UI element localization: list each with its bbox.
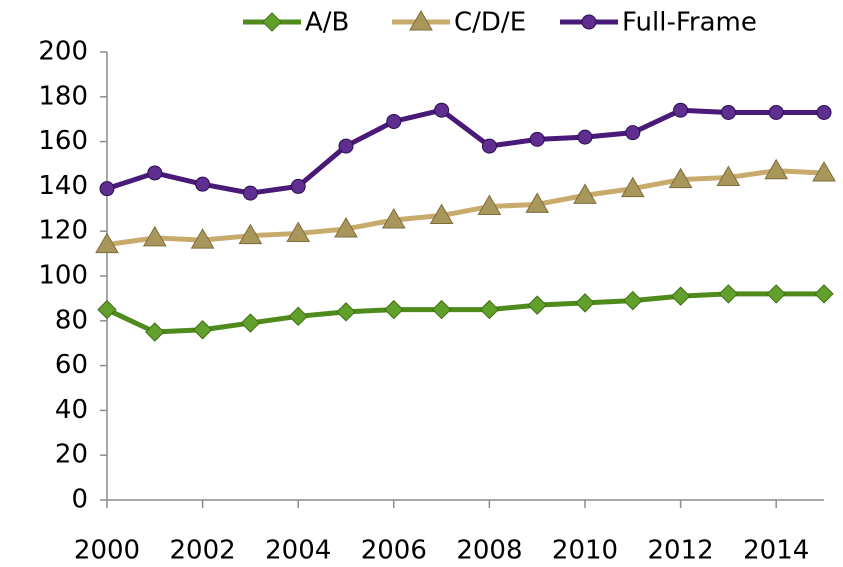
marker	[97, 299, 117, 320]
legend-label: A/B	[305, 8, 349, 38]
marker	[434, 102, 450, 118]
marker	[336, 302, 356, 322]
marker	[525, 192, 550, 213]
y-tick-label: 160	[38, 126, 88, 156]
x-tick-label: 2014	[743, 536, 809, 566]
x-tick-label: 2012	[648, 536, 714, 566]
x-tick-label: 2002	[170, 536, 236, 566]
marker	[573, 183, 597, 204]
legend-marker	[581, 14, 597, 30]
marker	[286, 221, 311, 242]
marker	[625, 125, 641, 141]
marker	[764, 158, 789, 180]
marker	[238, 223, 263, 245]
marker	[242, 185, 258, 201]
marker	[429, 203, 454, 225]
marker	[95, 232, 119, 254]
series-line	[106, 168, 825, 248]
marker	[527, 295, 547, 315]
marker	[384, 299, 404, 320]
x-tick-label: 2004	[265, 536, 331, 566]
series-line	[105, 291, 824, 335]
legend-label: Full-Frame	[622, 8, 757, 38]
marker	[477, 194, 502, 216]
marker	[334, 216, 358, 238]
x-tick-label: 2010	[552, 536, 618, 566]
marker	[816, 104, 832, 120]
y-tick-label: 20	[55, 440, 88, 470]
x-tick-label: 2008	[456, 536, 522, 566]
marker	[716, 165, 741, 186]
marker	[718, 284, 739, 304]
marker	[147, 165, 163, 181]
y-tick-label: 140	[38, 171, 88, 201]
marker	[431, 299, 452, 320]
series-line	[106, 107, 824, 196]
marker	[288, 306, 308, 327]
marker	[192, 320, 213, 340]
legend-marker	[262, 12, 282, 32]
marker	[720, 104, 736, 120]
marker	[386, 113, 402, 129]
marker	[190, 228, 215, 249]
y-tick-label: 100	[38, 261, 88, 291]
y-tick-label: 0	[71, 485, 88, 515]
marker	[338, 138, 354, 154]
marker	[673, 102, 689, 118]
marker	[670, 286, 691, 306]
x-tick-label: 2006	[361, 536, 427, 566]
y-tick-label: 80	[55, 305, 88, 335]
marker	[240, 313, 261, 333]
y-tick-label: 200	[38, 37, 88, 67]
marker	[577, 129, 593, 145]
marker	[481, 138, 497, 154]
marker	[812, 160, 836, 182]
marker	[145, 322, 165, 342]
x-tick-label: 2000	[74, 536, 140, 566]
marker	[766, 284, 786, 304]
marker	[142, 225, 167, 247]
marker	[768, 104, 784, 120]
y-tick-label: 40	[55, 395, 88, 425]
marker	[623, 290, 643, 311]
legend-label: C/D/E	[454, 8, 526, 38]
y-tick-label: 180	[38, 81, 88, 111]
marker	[290, 178, 306, 194]
marker	[479, 299, 500, 320]
marker	[814, 284, 834, 304]
y-tick-label: 120	[38, 216, 88, 246]
marker	[529, 131, 545, 147]
marker	[195, 176, 211, 192]
marker	[99, 181, 115, 197]
marker	[620, 176, 645, 198]
marker	[668, 167, 693, 189]
marker	[575, 293, 595, 313]
marker	[381, 208, 406, 229]
legend-marker	[409, 10, 433, 31]
y-tick-label: 60	[55, 350, 88, 380]
